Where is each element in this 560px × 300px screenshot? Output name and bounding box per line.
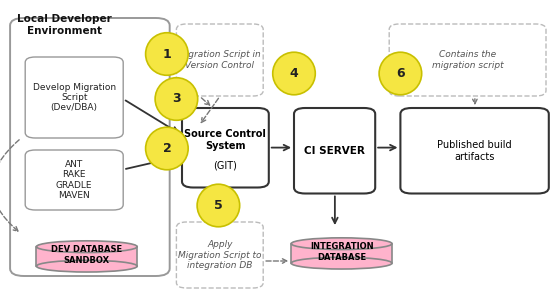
Text: 6: 6 (396, 67, 405, 80)
Ellipse shape (36, 241, 137, 253)
FancyBboxPatch shape (10, 18, 170, 276)
Text: Migration Script in
Version Control: Migration Script in Version Control (179, 50, 261, 70)
Ellipse shape (379, 52, 422, 95)
Ellipse shape (291, 238, 392, 250)
FancyBboxPatch shape (25, 57, 123, 138)
FancyBboxPatch shape (294, 108, 375, 194)
Text: Contains the
migration script: Contains the migration script (432, 50, 503, 70)
Text: 5: 5 (214, 199, 223, 212)
Ellipse shape (155, 78, 198, 120)
Text: 3: 3 (172, 92, 181, 106)
Ellipse shape (146, 33, 188, 75)
FancyBboxPatch shape (400, 108, 549, 194)
Text: Local Developer
Environment: Local Developer Environment (17, 14, 112, 36)
Ellipse shape (291, 257, 392, 269)
Text: (GIT): (GIT) (213, 161, 237, 171)
Text: 1: 1 (162, 47, 171, 61)
Polygon shape (291, 244, 392, 263)
FancyBboxPatch shape (389, 24, 546, 96)
Text: Apply
Migration Script to
integration DB: Apply Migration Script to integration DB (178, 240, 262, 270)
Ellipse shape (36, 260, 137, 272)
Text: DEV DATABASE
SANDBOX: DEV DATABASE SANDBOX (51, 245, 123, 265)
Ellipse shape (273, 52, 315, 95)
Text: 4: 4 (290, 67, 298, 80)
Text: Source Control
System: Source Control System (184, 129, 267, 151)
Text: Published build
artifacts: Published build artifacts (437, 140, 512, 162)
Text: INTEGRATION
DATABASE: INTEGRATION DATABASE (310, 242, 374, 262)
Text: ANT
RAKE
GRADLE
MAVEN: ANT RAKE GRADLE MAVEN (56, 160, 92, 200)
FancyBboxPatch shape (25, 150, 123, 210)
Text: Develop Migration
Script
(Dev/DBA): Develop Migration Script (Dev/DBA) (32, 82, 116, 112)
Ellipse shape (146, 127, 188, 170)
Ellipse shape (197, 184, 240, 227)
Text: CI SERVER: CI SERVER (304, 146, 365, 156)
FancyBboxPatch shape (176, 222, 263, 288)
Polygon shape (36, 247, 137, 266)
Text: 2: 2 (162, 142, 171, 155)
FancyBboxPatch shape (182, 108, 269, 188)
FancyBboxPatch shape (176, 24, 263, 96)
